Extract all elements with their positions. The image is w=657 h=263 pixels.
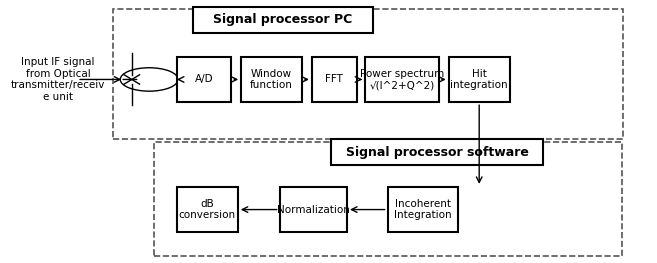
Text: Power spectrum
√(I^2+Q^2): Power spectrum √(I^2+Q^2) xyxy=(360,69,444,90)
FancyBboxPatch shape xyxy=(388,187,459,232)
Text: Window
function: Window function xyxy=(250,69,293,90)
Text: Normalization: Normalization xyxy=(277,205,350,215)
FancyBboxPatch shape xyxy=(280,187,347,232)
Text: A/D: A/D xyxy=(195,74,214,84)
Text: Hit
integration: Hit integration xyxy=(451,69,508,90)
FancyBboxPatch shape xyxy=(331,139,543,165)
FancyBboxPatch shape xyxy=(177,57,231,102)
FancyBboxPatch shape xyxy=(177,187,238,232)
FancyBboxPatch shape xyxy=(449,57,510,102)
Text: dB
conversion: dB conversion xyxy=(179,199,236,220)
Text: Signal processor PC: Signal processor PC xyxy=(214,13,353,26)
Text: Incoherent
Integration: Incoherent Integration xyxy=(394,199,452,220)
Text: FFT: FFT xyxy=(325,74,343,84)
FancyBboxPatch shape xyxy=(241,57,302,102)
Text: Input IF signal
from Optical
transmitter/receiv
e unit: Input IF signal from Optical transmitter… xyxy=(11,57,105,102)
FancyBboxPatch shape xyxy=(193,7,373,33)
FancyBboxPatch shape xyxy=(312,57,357,102)
Text: Signal processor software: Signal processor software xyxy=(346,146,528,159)
FancyBboxPatch shape xyxy=(365,57,439,102)
